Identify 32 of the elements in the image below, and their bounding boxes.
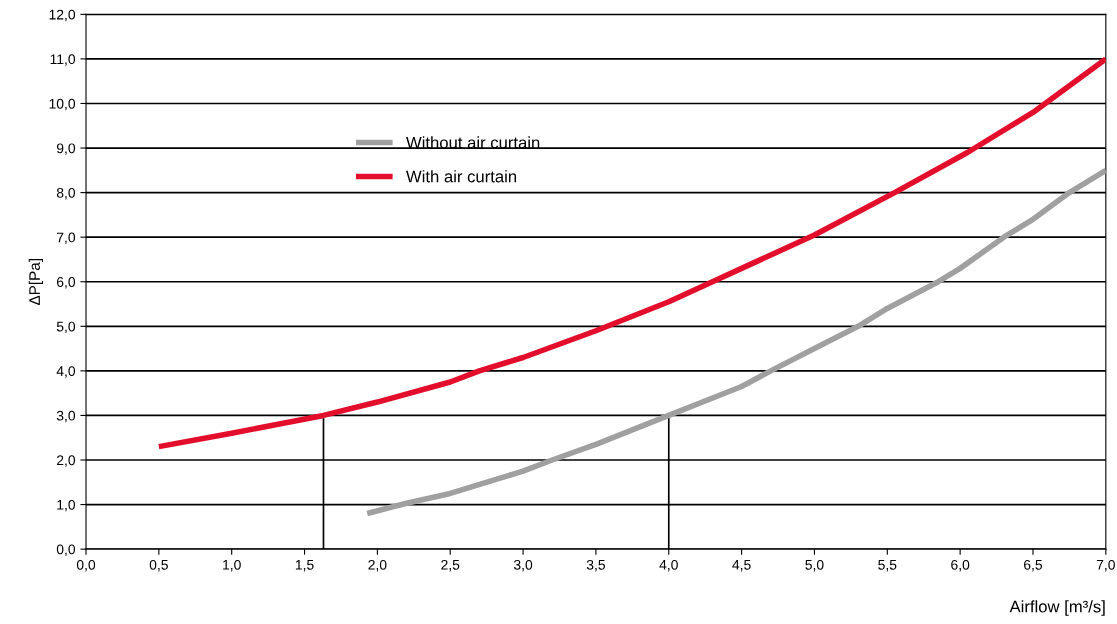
legend-label: With air curtain — [406, 170, 517, 183]
y-tick-label: 4,0 — [56, 366, 76, 378]
y-tick-label: 12,0 — [49, 9, 76, 22]
x-tick-label: 7,0 — [1096, 559, 1115, 572]
x-tick-label: 4,0 — [659, 559, 678, 572]
x-tick-label: 6,0 — [951, 559, 970, 572]
y-tick-label: 8,0 — [56, 187, 76, 200]
x-tick-label: 1,0 — [223, 559, 241, 572]
y-tick-label: 9,0 — [56, 143, 76, 155]
x-tick-label: 2,5 — [441, 559, 460, 572]
legend-label: Without air curtain — [406, 136, 540, 149]
y-tick-label: 1,0 — [57, 499, 76, 512]
y-tick-label: 11,0 — [50, 54, 76, 66]
x-tick-label: 2,0 — [368, 559, 387, 572]
x-tick-label: 4,5 — [732, 560, 751, 572]
y-tick-label: 7,0 — [57, 232, 76, 244]
x-tick-label: 0,5 — [149, 559, 168, 572]
x-tick-label: 5,5 — [878, 560, 897, 572]
y-tick-label: 2,0 — [56, 455, 76, 467]
y-tick-label: 6,0 — [56, 277, 76, 289]
y-tick-label: 10,0 — [49, 98, 76, 111]
y-tick-label: 3,0 — [56, 410, 76, 423]
x-tick-label: 1,5 — [295, 560, 314, 572]
x-tick-label: 6,5 — [1024, 559, 1043, 572]
y-tick-label: 0,0 — [56, 544, 76, 556]
x-tick-label: 5,0 — [805, 559, 824, 572]
x-tick-label: 3,0 — [513, 559, 533, 572]
y-tick-label: 5,0 — [56, 321, 76, 334]
x-axis-title: Airflow [m³/s] — [1009, 600, 1105, 616]
x-tick-label: 3,5 — [586, 559, 605, 572]
x-tick-label: 0,0 — [76, 559, 96, 572]
y-axis-title: ΔP[Pa] — [28, 259, 44, 306]
